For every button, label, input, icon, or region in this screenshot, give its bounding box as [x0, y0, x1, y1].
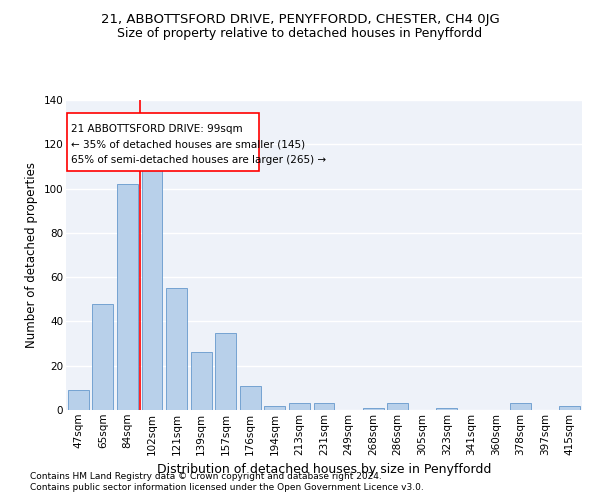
Bar	[215, 332, 236, 410]
Bar	[559, 406, 580, 410]
Bar	[362, 408, 383, 410]
FancyBboxPatch shape	[67, 114, 259, 171]
Bar	[314, 404, 334, 410]
Text: Contains public sector information licensed under the Open Government Licence v3: Contains public sector information licen…	[30, 484, 424, 492]
Text: 65% of semi-detached houses are larger (265) →: 65% of semi-detached houses are larger (…	[71, 155, 326, 165]
Bar	[510, 404, 531, 410]
Text: 21, ABBOTTSFORD DRIVE, PENYFFORDD, CHESTER, CH4 0JG: 21, ABBOTTSFORD DRIVE, PENYFFORDD, CHEST…	[101, 12, 499, 26]
Text: Contains HM Land Registry data © Crown copyright and database right 2024.: Contains HM Land Registry data © Crown c…	[30, 472, 382, 481]
Bar	[166, 288, 187, 410]
Bar	[92, 304, 113, 410]
Y-axis label: Number of detached properties: Number of detached properties	[25, 162, 38, 348]
Text: 21 ABBOTTSFORD DRIVE: 99sqm: 21 ABBOTTSFORD DRIVE: 99sqm	[71, 124, 242, 134]
Bar	[191, 352, 212, 410]
Bar	[142, 156, 163, 410]
X-axis label: Distribution of detached houses by size in Penyffordd: Distribution of detached houses by size …	[157, 463, 491, 476]
Bar	[387, 404, 408, 410]
Bar	[436, 408, 457, 410]
Bar	[117, 184, 138, 410]
Text: ← 35% of detached houses are smaller (145): ← 35% of detached houses are smaller (14…	[71, 140, 305, 149]
Bar	[68, 390, 89, 410]
Text: Size of property relative to detached houses in Penyffordd: Size of property relative to detached ho…	[118, 28, 482, 40]
Bar	[289, 404, 310, 410]
Bar	[240, 386, 261, 410]
Bar	[265, 406, 286, 410]
